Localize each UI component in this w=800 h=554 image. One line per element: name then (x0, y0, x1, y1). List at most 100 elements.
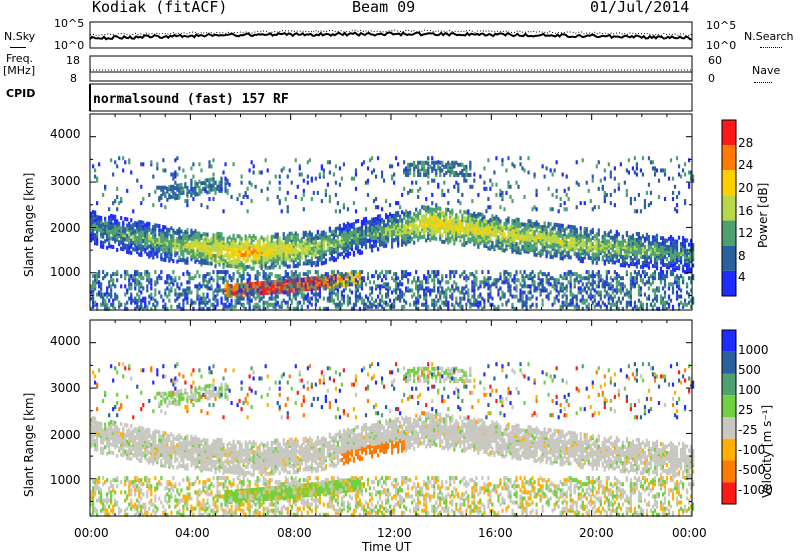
power-cell (479, 220, 482, 225)
power-cell (260, 260, 263, 265)
power-cell (176, 259, 179, 264)
power-cell (354, 275, 358, 280)
power-cell (316, 292, 319, 297)
power-cell (176, 241, 179, 246)
power-cell (455, 282, 458, 287)
power-cell (278, 282, 281, 287)
power-cell (220, 270, 223, 275)
power-cell (477, 294, 480, 299)
power-cell (559, 225, 562, 230)
power-cell (292, 280, 295, 285)
power-cell (182, 241, 185, 246)
power-cell (447, 286, 450, 291)
power-cell (298, 245, 301, 250)
power-cell (346, 236, 350, 241)
power-cell (216, 282, 219, 287)
power-cell (180, 251, 183, 256)
power-cell (495, 182, 498, 187)
power-cell (194, 192, 197, 197)
power-cell (569, 300, 572, 305)
power-cell (487, 270, 490, 275)
power-cell (314, 246, 317, 251)
power-cell (449, 162, 452, 167)
power-cell (304, 284, 307, 289)
power-cell (348, 288, 352, 293)
power-cell (372, 241, 376, 246)
power-cell (144, 237, 147, 242)
power-cell (362, 221, 366, 226)
power-cell (284, 256, 287, 261)
power-cell (423, 224, 426, 229)
power-cell (204, 180, 207, 185)
power-cell (146, 274, 149, 279)
power-cell (174, 158, 177, 163)
power-cell (449, 220, 452, 225)
power-cell (320, 164, 323, 169)
power-cell (186, 242, 189, 247)
power-cell (561, 282, 564, 287)
power-cell (553, 286, 556, 291)
power-cell (336, 253, 340, 258)
power-cell (441, 274, 444, 279)
power-cell (563, 246, 566, 251)
power-cell (254, 250, 257, 255)
power-cell (250, 282, 253, 287)
power-cell (346, 229, 350, 234)
power-cell (513, 280, 516, 285)
power-cell (364, 294, 368, 299)
power-cell (184, 240, 187, 245)
power-cell (338, 223, 342, 228)
power-cell (457, 186, 460, 191)
power-cell (110, 284, 113, 289)
power-cell (212, 233, 215, 238)
power-cell (501, 231, 504, 236)
power-cell (158, 240, 161, 245)
power-cell (455, 286, 458, 291)
power-cell (212, 290, 215, 295)
power-cell (515, 284, 518, 289)
power-cell (320, 253, 323, 258)
power-cell (525, 274, 528, 279)
power-cell (455, 180, 458, 185)
power-cell (318, 276, 321, 281)
power-cell (174, 243, 177, 248)
power-cell (94, 282, 97, 287)
power-cell (366, 232, 370, 237)
power-cell (230, 249, 233, 254)
power-cell (270, 238, 273, 243)
power-cell (122, 236, 125, 241)
power-cell (298, 251, 301, 256)
power-cell (310, 246, 313, 251)
power-cell (246, 290, 249, 295)
power-cell (397, 294, 400, 299)
power-cell (120, 284, 123, 289)
power-cell (407, 225, 410, 230)
power-cell (378, 232, 382, 237)
power-cell (284, 281, 287, 286)
power-cell (401, 306, 404, 311)
power-cell (449, 168, 452, 173)
power-cell (204, 296, 207, 301)
power-cell (202, 296, 205, 301)
power-cell (248, 282, 251, 287)
power-cell (100, 228, 103, 233)
power-cell (216, 260, 219, 265)
power-cell (236, 294, 239, 299)
power-cell (549, 290, 552, 295)
power-cell (340, 282, 344, 287)
power-cell (433, 226, 436, 231)
power-cell (206, 184, 209, 189)
power-cell (384, 300, 388, 305)
power-cell (441, 192, 444, 197)
power-cell (467, 209, 470, 214)
power-cell (152, 226, 155, 231)
power-cell (216, 286, 219, 291)
power-cell (156, 276, 159, 281)
power-cell (262, 245, 265, 250)
power-cell (459, 209, 462, 214)
power-cell (374, 205, 378, 210)
power-cell (278, 276, 281, 281)
power-cell (425, 168, 428, 173)
power-cell (90, 238, 93, 243)
power-cell (306, 244, 309, 249)
